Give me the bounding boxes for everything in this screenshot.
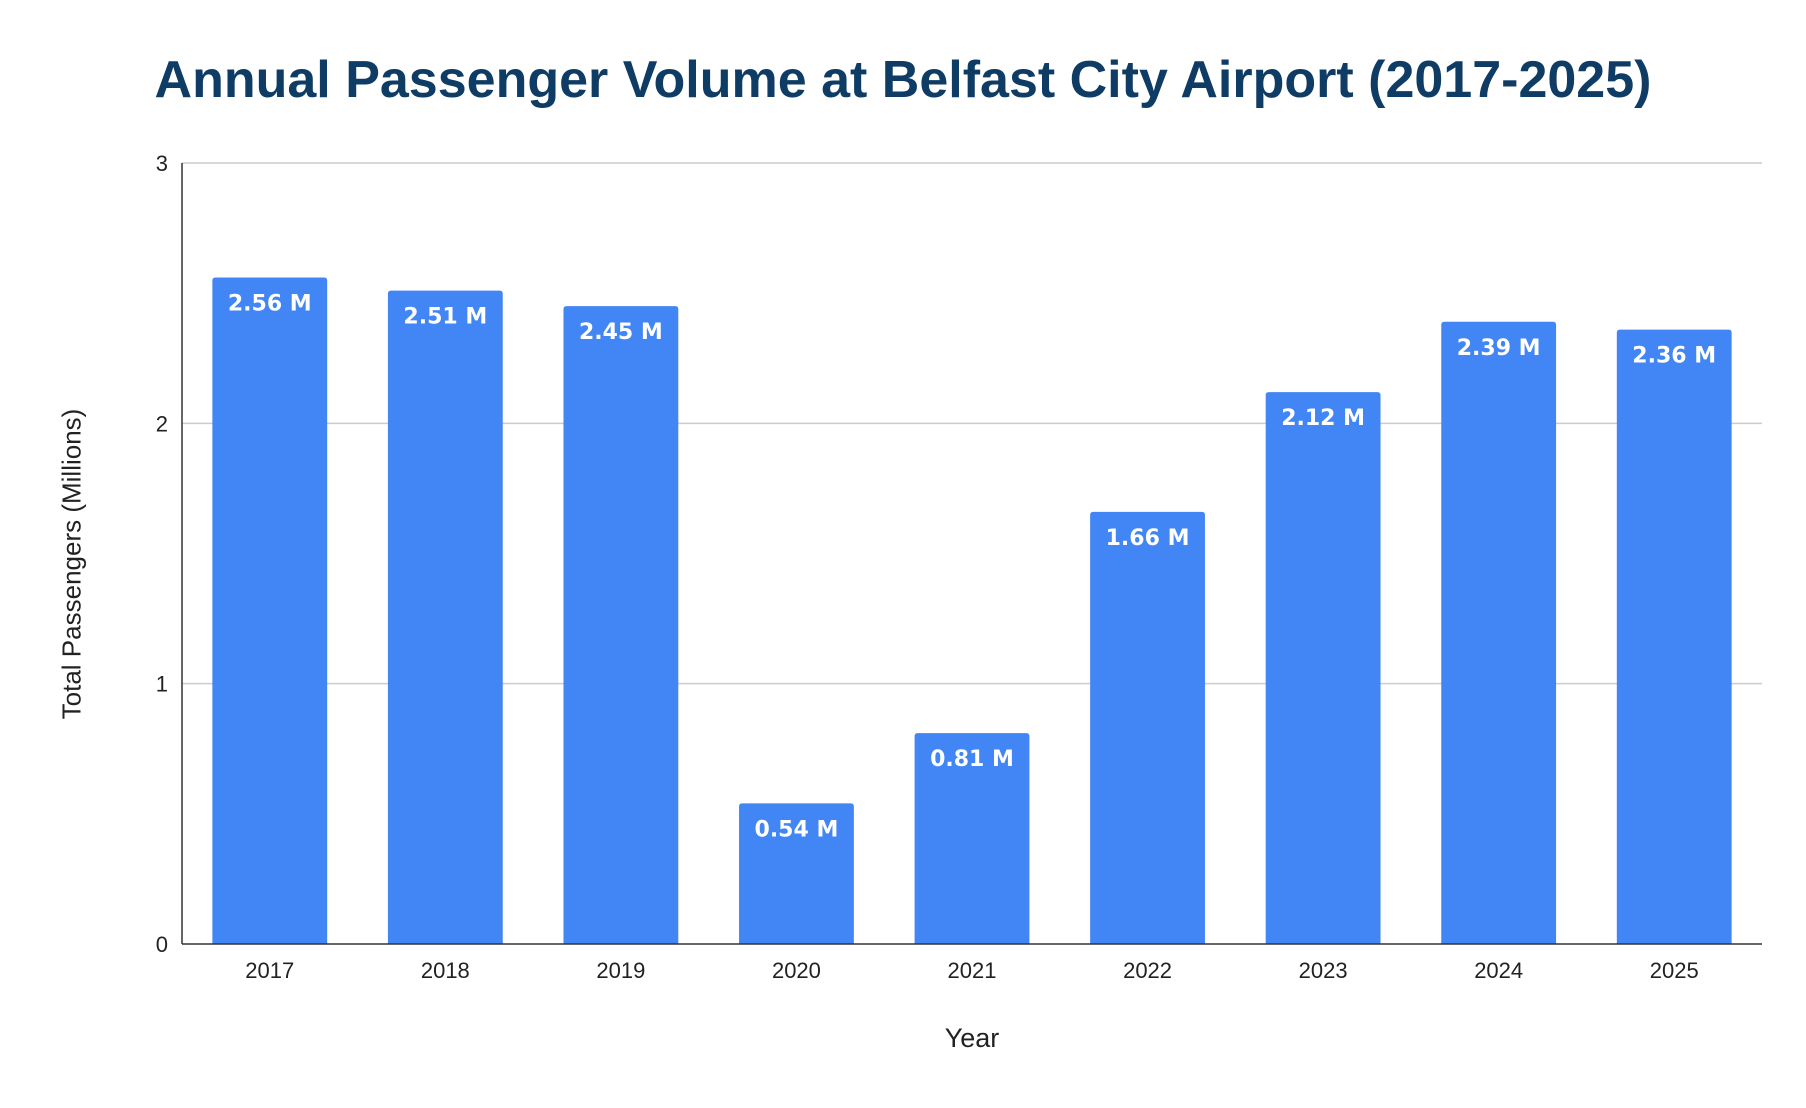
x-tick-label: 2025 — [1650, 958, 1699, 983]
bar-2023 — [1265, 392, 1381, 944]
bar-2021 — [914, 733, 1030, 944]
bar-2020 — [739, 803, 854, 944]
data-label: 2.45 M — [579, 320, 663, 345]
data-label: 1.66 M — [1106, 526, 1190, 551]
data-label: 2.39 M — [1457, 336, 1541, 361]
bar-2017 — [212, 277, 328, 945]
data-label: 2.56 M — [228, 292, 312, 317]
data-label: 0.54 M — [755, 817, 839, 842]
x-tick-label: 2021 — [948, 958, 997, 983]
y-tick-label: 2 — [156, 411, 168, 436]
data-label: 0.81 M — [930, 747, 1014, 772]
x-tick-label: 2022 — [1123, 958, 1172, 983]
y-tick-label: 0 — [156, 932, 168, 957]
data-label: 2.36 M — [1632, 344, 1716, 369]
x-tick-label: 2020 — [772, 958, 821, 983]
data-label: 2.12 M — [1281, 406, 1365, 431]
bar-2022 — [1090, 511, 1205, 944]
x-tick-label: 2017 — [245, 958, 294, 983]
bar-2025 — [1616, 329, 1732, 944]
x-tick-label: 2018 — [421, 958, 470, 983]
x-tick-label: 2023 — [1299, 958, 1348, 983]
y-tick-label: 1 — [156, 672, 168, 697]
chart-title: Annual Passenger Volume at Belfast City … — [154, 51, 1652, 109]
x-tick-label: 2024 — [1474, 958, 1523, 983]
x-axis-title: Year — [944, 1023, 1000, 1053]
bar-2018 — [387, 290, 503, 944]
bar-2019 — [563, 306, 679, 944]
y-tick-label: 3 — [156, 151, 168, 176]
data-label: 2.51 M — [403, 305, 487, 330]
bar-2024 — [1441, 321, 1557, 944]
x-tick-label: 2019 — [596, 958, 645, 983]
